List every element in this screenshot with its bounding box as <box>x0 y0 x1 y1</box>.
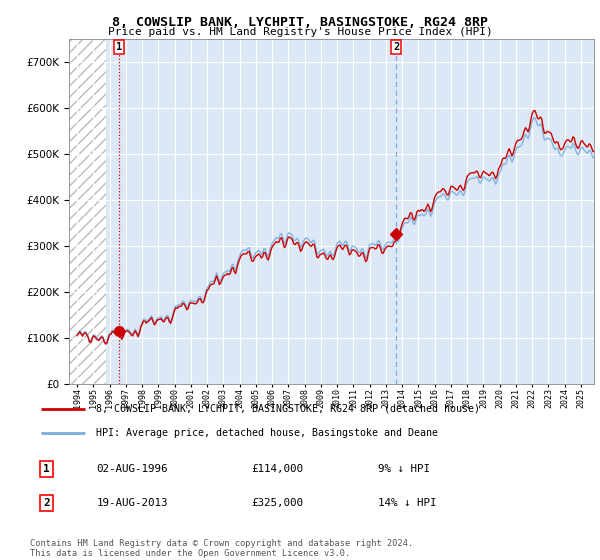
Text: £114,000: £114,000 <box>251 464 303 474</box>
Text: 8, COWSLIP BANK, LYCHPIT, BASINGSTOKE, RG24 8RP: 8, COWSLIP BANK, LYCHPIT, BASINGSTOKE, R… <box>112 16 488 29</box>
Text: 2: 2 <box>393 42 399 52</box>
Text: 1: 1 <box>43 464 50 474</box>
Text: £325,000: £325,000 <box>251 498 303 508</box>
Text: Price paid vs. HM Land Registry's House Price Index (HPI): Price paid vs. HM Land Registry's House … <box>107 27 493 37</box>
Text: 1: 1 <box>116 42 122 52</box>
Text: 02-AUG-1996: 02-AUG-1996 <box>96 464 168 474</box>
Text: Contains HM Land Registry data © Crown copyright and database right 2024.
This d: Contains HM Land Registry data © Crown c… <box>30 539 413 558</box>
Text: HPI: Average price, detached house, Basingstoke and Deane: HPI: Average price, detached house, Basi… <box>96 428 438 437</box>
Bar <box>69 39 106 384</box>
Text: 14% ↓ HPI: 14% ↓ HPI <box>378 498 436 508</box>
Text: 19-AUG-2013: 19-AUG-2013 <box>96 498 168 508</box>
Text: 2: 2 <box>43 498 50 508</box>
Text: 9% ↓ HPI: 9% ↓ HPI <box>378 464 430 474</box>
Text: 8, COWSLIP BANK, LYCHPIT, BASINGSTOKE, RG24 8RP (detached house): 8, COWSLIP BANK, LYCHPIT, BASINGSTOKE, R… <box>96 404 480 414</box>
